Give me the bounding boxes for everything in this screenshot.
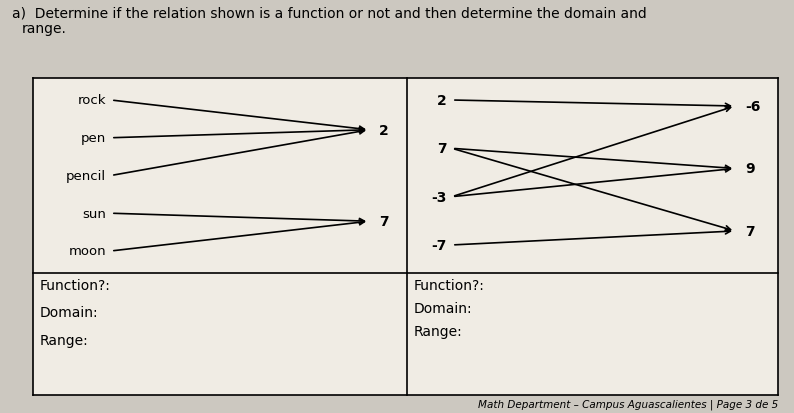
Text: 9: 9 xyxy=(745,162,754,176)
Text: 2: 2 xyxy=(437,94,447,108)
Text: Math Department – Campus Aguascalientes | Page 3 de 5: Math Department – Campus Aguascalientes … xyxy=(478,399,778,410)
Text: 7: 7 xyxy=(745,224,754,238)
Bar xyxy=(407,79,778,273)
Text: -3: -3 xyxy=(432,190,447,204)
Text: Domain:: Domain: xyxy=(414,301,472,315)
Text: Function?:: Function?: xyxy=(414,278,485,292)
Text: 2: 2 xyxy=(379,123,389,138)
Text: Function?:: Function?: xyxy=(40,278,111,292)
Text: pencil: pencil xyxy=(66,170,106,183)
Text: a)  Determine if the relation shown is a function or not and then determine the : a) Determine if the relation shown is a … xyxy=(12,6,647,20)
Text: -7: -7 xyxy=(432,238,447,252)
Text: Range:: Range: xyxy=(414,324,463,338)
Text: Domain:: Domain: xyxy=(40,305,98,319)
Text: 7: 7 xyxy=(437,142,447,156)
Text: rock: rock xyxy=(78,94,106,107)
Text: Range:: Range: xyxy=(40,333,89,347)
Text: -6: -6 xyxy=(745,100,761,114)
Text: sun: sun xyxy=(82,207,106,220)
Bar xyxy=(407,273,778,395)
Text: pen: pen xyxy=(81,132,106,145)
Text: range.: range. xyxy=(22,22,67,36)
Bar xyxy=(33,273,407,395)
Bar xyxy=(33,79,407,273)
Text: 7: 7 xyxy=(379,215,388,229)
Text: moon: moon xyxy=(68,245,106,258)
